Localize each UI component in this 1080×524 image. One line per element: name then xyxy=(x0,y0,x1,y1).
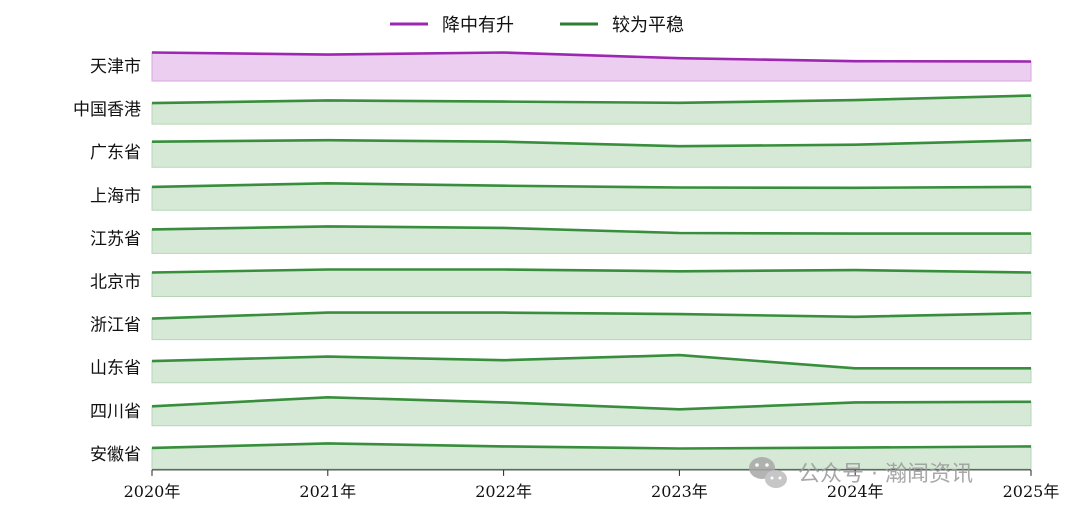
x-tick-label: 2023年 xyxy=(651,482,708,501)
ridge-line xyxy=(151,94,1032,105)
row-label: 山东省 xyxy=(90,359,141,379)
row-label: 浙江省 xyxy=(90,316,141,336)
ridge-line xyxy=(151,51,1032,63)
ridge-row: 中国香港 xyxy=(73,94,1032,125)
row-label: 北京市 xyxy=(90,273,141,293)
ridge-area xyxy=(151,269,1032,297)
x-tick-label: 2022年 xyxy=(475,482,532,501)
ridge-row: 浙江省 xyxy=(90,311,1032,341)
row-label: 中国香港 xyxy=(73,100,141,120)
wechat-icon xyxy=(749,457,787,488)
ridge-row: 上海市 xyxy=(90,182,1032,211)
row-label: 四川省 xyxy=(90,402,141,422)
legend-label-stable: 较为平稳 xyxy=(612,15,684,36)
ridge-row: 广东省 xyxy=(90,138,1032,168)
ridge-line xyxy=(151,442,1032,450)
ridge-line xyxy=(151,138,1032,148)
row-label: 安徽省 xyxy=(90,445,141,465)
watermark: 公众号 · 瀚闻资讯 xyxy=(749,457,973,488)
x-tick-label: 2025年 xyxy=(1003,482,1060,501)
ridge-line xyxy=(151,268,1032,274)
ridge-row: 山东省 xyxy=(90,353,1032,384)
x-tick-label: 2020年 xyxy=(124,482,181,501)
ridge-row: 四川省 xyxy=(90,395,1032,427)
ridge-line xyxy=(151,395,1032,411)
row-label: 江苏省 xyxy=(90,229,141,249)
ridge-area xyxy=(151,51,1032,82)
ridge-row: 安徽省 xyxy=(90,442,1032,470)
watermark-text: 公众号 · 瀚闻资讯 xyxy=(798,462,973,487)
ridge-line xyxy=(151,353,1031,370)
legend: 降中有升 较为平稳 xyxy=(390,15,684,36)
row-label: 广东省 xyxy=(90,143,141,163)
ridge-row: 北京市 xyxy=(90,268,1032,297)
ridge-line xyxy=(151,311,1032,320)
ridge-line xyxy=(151,182,1032,190)
x-tick-label: 2024年 xyxy=(827,482,884,501)
ridge-line xyxy=(151,225,1031,235)
row-label: 上海市 xyxy=(90,186,141,206)
ridge-row: 天津市 xyxy=(90,51,1032,82)
row-label: 天津市 xyxy=(90,57,141,77)
legend-label-descend-rise: 降中有升 xyxy=(442,15,514,36)
x-axis: 2020年 2021年 2022年 2023年 2024年 2025年 xyxy=(124,469,1060,501)
ridge-row: 江苏省 xyxy=(90,225,1032,254)
x-tick-label: 2021年 xyxy=(299,482,356,501)
